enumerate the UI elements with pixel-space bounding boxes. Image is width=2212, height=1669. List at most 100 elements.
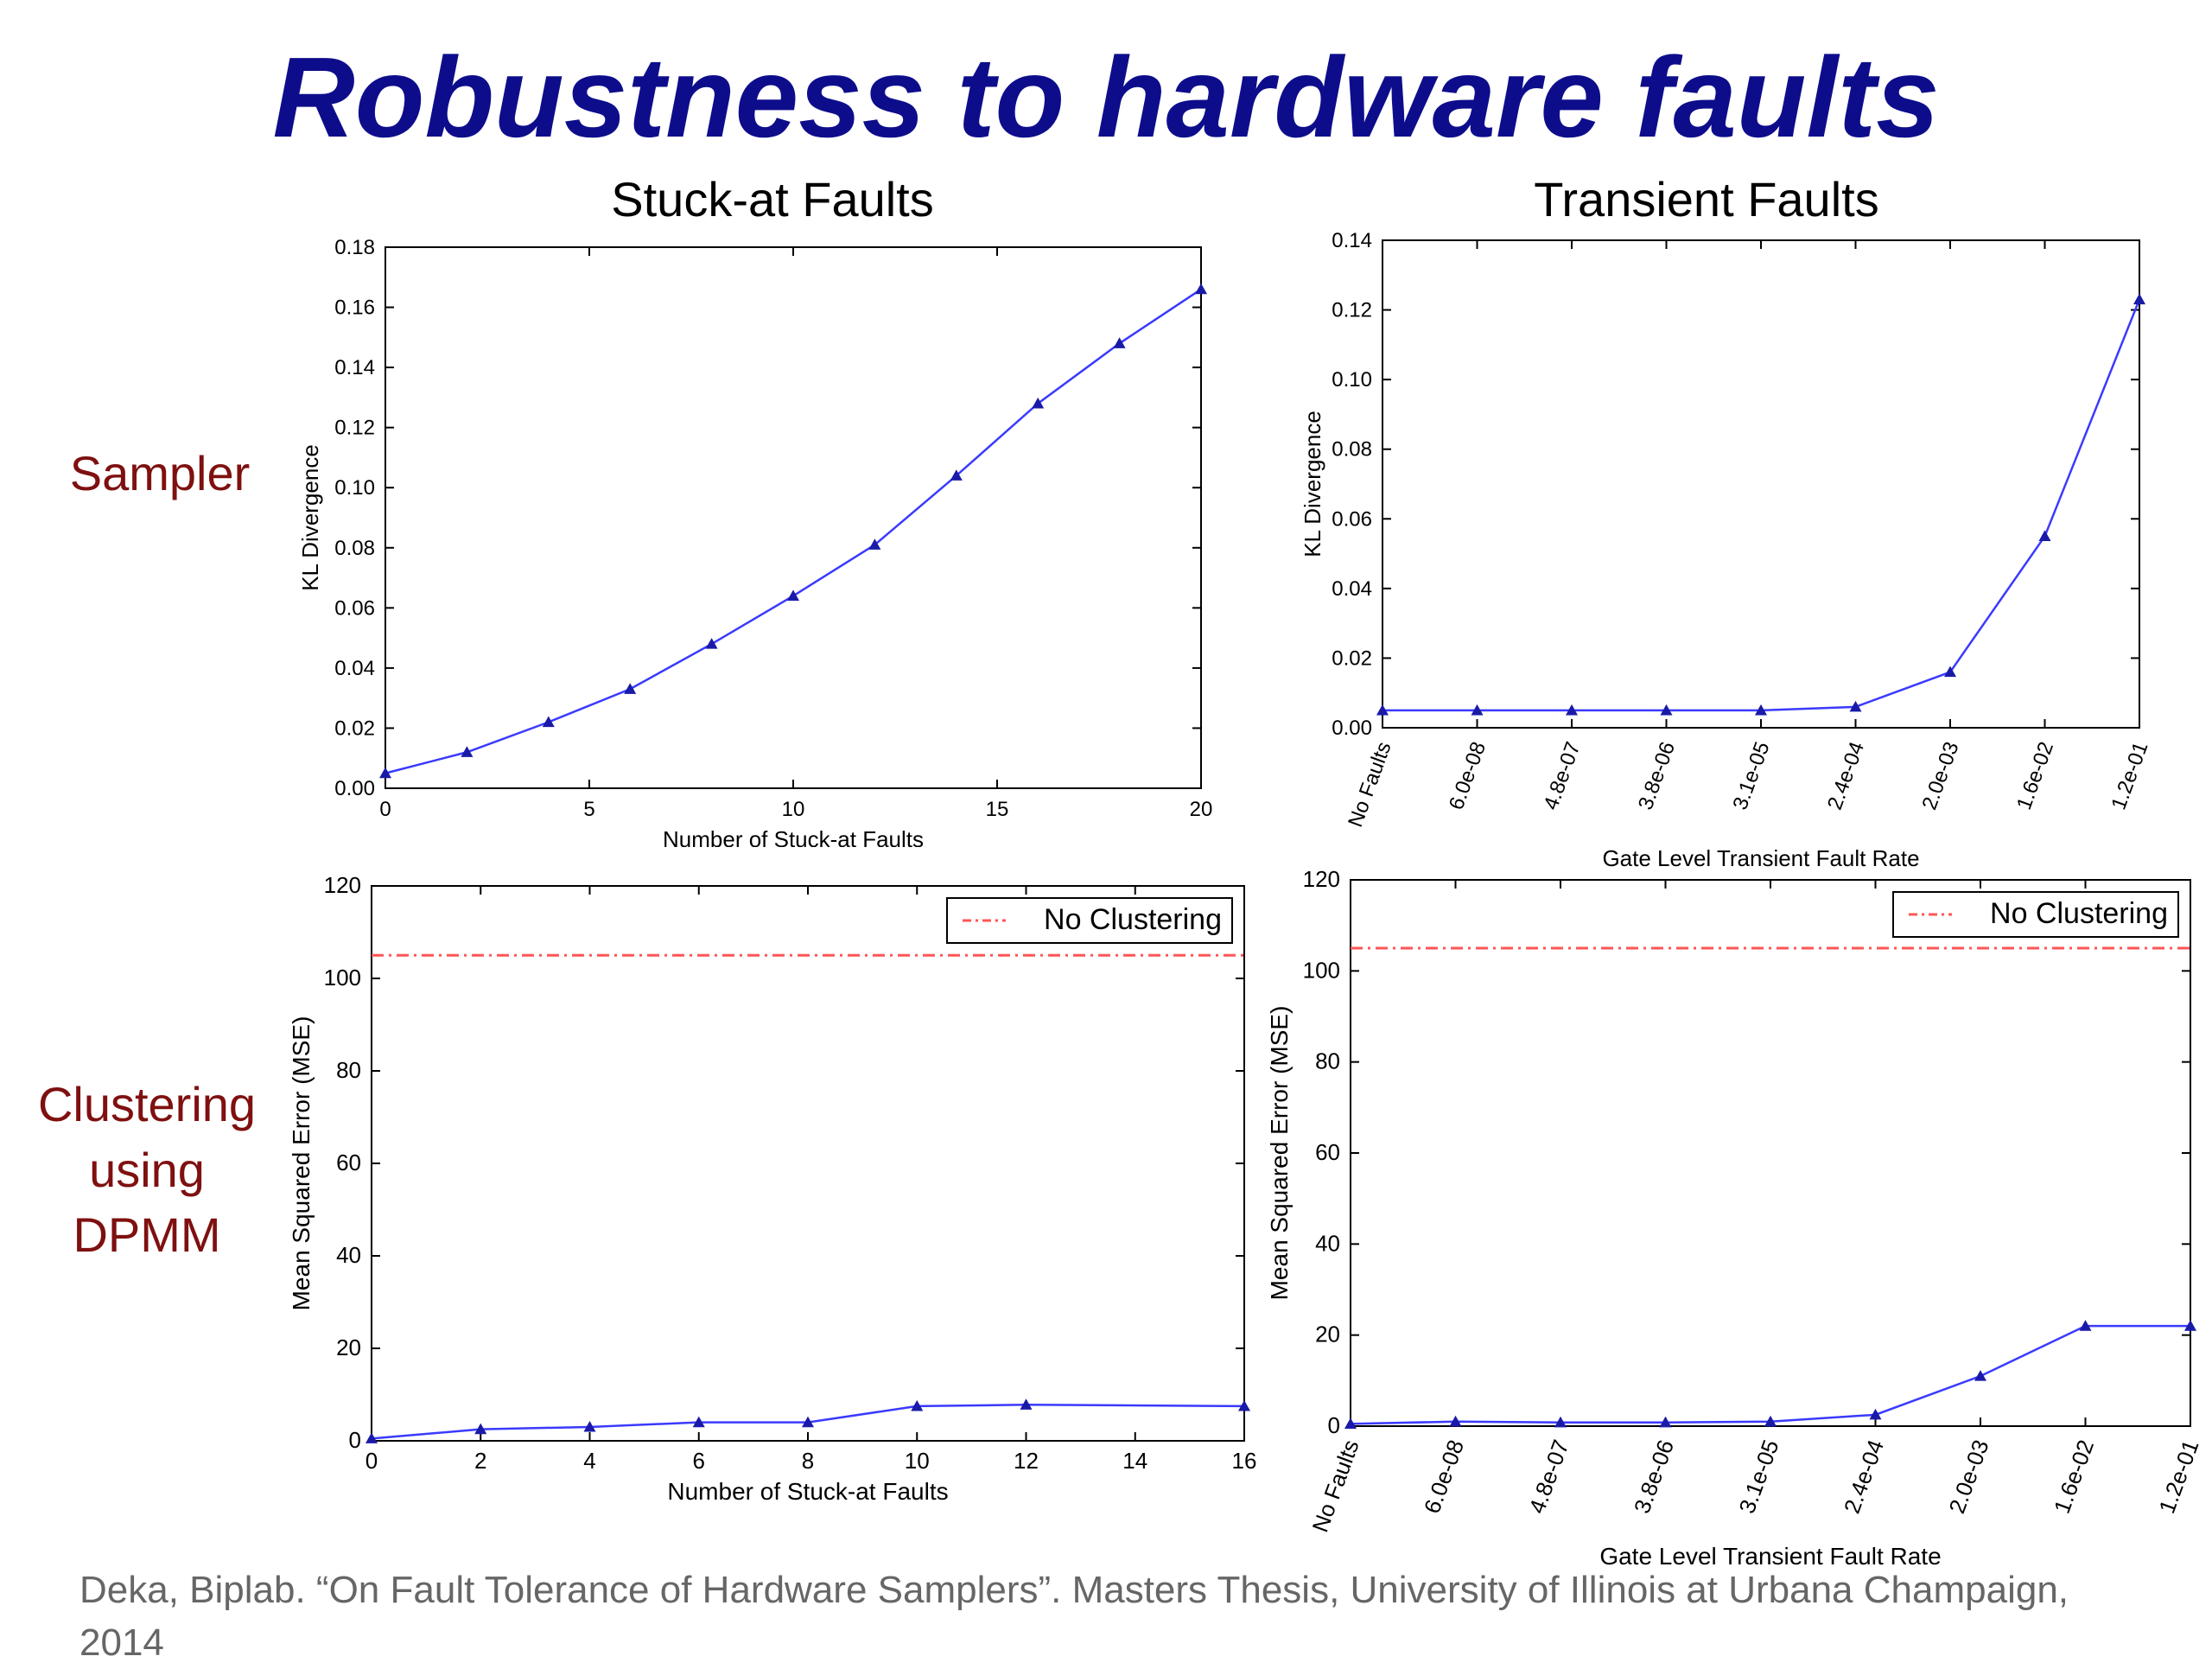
y-tick-label: 0.00: [334, 777, 375, 800]
y-tick-label: 0.14: [334, 356, 375, 379]
x-tick-label: 8: [802, 1448, 814, 1474]
x-tick-label: 4: [583, 1448, 595, 1474]
data-point: [1032, 397, 1045, 409]
x-tick-label: 0: [365, 1448, 378, 1474]
y-tick-label: 0: [349, 1427, 361, 1453]
y-tick-label: 60: [1315, 1139, 1340, 1165]
chart-title-stuck-at: Stuck-at Faults: [611, 172, 934, 226]
plot-frame: [385, 246, 1202, 789]
x-tick-label: 14: [1122, 1448, 1147, 1474]
x-tick-label: 5: [583, 798, 594, 821]
data-point: [379, 767, 391, 779]
chart-mse-stuck-at: 0 20 40 60 80 100 120 0 2 4 6 8 10 12 14 16 Number of St…: [288, 872, 1257, 1505]
data-point: [692, 1416, 705, 1428]
chart-mse-transient: 0 20 40 60 80 100 120 No Faults 6.0e-08 4.8e-07 3.…: [1266, 866, 2204, 1570]
chart-title-transient: Transient Faults: [1534, 172, 1879, 226]
data-point: [474, 1423, 487, 1435]
data-point: [950, 469, 963, 481]
data-point: [1660, 704, 1673, 716]
y-tick-label: 0.08: [1332, 438, 1372, 462]
x-tick-label: 4.8e-07: [1539, 739, 1585, 813]
x-tick-label: 0: [379, 798, 391, 821]
x-axis-label: Gate Level Transient Fault Rate: [1599, 1543, 1941, 1570]
series-line: [1350, 1324, 2190, 1425]
data-point: [1944, 666, 1956, 678]
chart-kl-stuck-at: 0.00 0.02 0.04 0.06 0.08 0.10 0.12 0.14 0.16 0.18…: [297, 236, 1212, 847]
y-tick-label: 100: [1303, 957, 1340, 983]
data-point: [2038, 530, 2051, 542]
y-tick-label: 80: [1315, 1048, 1340, 1074]
data-point: [1195, 283, 1207, 295]
y-axis-label: Mean Squared Error (MSE): [288, 1016, 315, 1311]
data-point: [583, 1420, 596, 1432]
data-point: [1471, 704, 1484, 716]
x-tick-label: 2.4e-04: [1823, 739, 1869, 813]
y-tick-label: 0.06: [1332, 507, 1372, 531]
x-tick-label: 2: [474, 1448, 486, 1474]
slide-title: Robustness to hardware faults: [272, 34, 1940, 161]
data-point: [705, 638, 718, 649]
y-tick-label: 40: [336, 1242, 361, 1268]
row-label-clustering: Clustering using DPMM: [37, 1077, 257, 1263]
data-point: [911, 1399, 924, 1411]
chart-kl-transient: 0.00 0.02 0.04 0.06 0.08 0.10 0.12 0.14 No Fault…: [1300, 229, 2153, 871]
data-point: [1849, 700, 1862, 712]
x-tick-label: 1.6e-02: [2049, 1436, 2099, 1517]
y-tick-label: 0.12: [1332, 299, 1372, 322]
legend-box: [946, 897, 1233, 944]
y-tick-label: 0.06: [334, 596, 375, 620]
x-tick-label: 16: [1232, 1448, 1257, 1474]
y-tick-label: 0.10: [334, 476, 375, 500]
y-tick-label: 20: [336, 1335, 361, 1360]
data-point: [365, 1432, 378, 1443]
data-point: [1238, 1399, 1250, 1411]
data-point: [1449, 1415, 1462, 1427]
series-line: [1382, 299, 2141, 712]
y-tick-label: 0.16: [334, 296, 375, 320]
data-point: [787, 589, 799, 602]
data-point: [2133, 293, 2145, 305]
row-label-sampler: Sampler: [69, 446, 251, 500]
x-tick-label: 2.0e-03: [1917, 739, 1963, 813]
y-tick-label: 0.04: [334, 657, 375, 680]
data-point: [1566, 704, 1578, 716]
x-tick-label: No Faults: [1306, 1436, 1363, 1536]
legend-label: No Clustering: [1990, 897, 2168, 930]
data-point: [461, 746, 474, 757]
y-tick-label: 0.14: [1332, 229, 1372, 252]
y-tick-label: 0.12: [334, 417, 375, 440]
y-tick-label: 60: [336, 1150, 361, 1175]
legend-box: [1892, 891, 2179, 938]
data-point: [1113, 337, 1126, 348]
citation: Deka, Biplab. “On Fault Tolerance of Har…: [79, 1569, 2069, 1664]
data-point: [542, 716, 555, 728]
y-axis-label: KL Divergence: [1300, 411, 1325, 557]
y-tick-label: 0.00: [1332, 717, 1372, 740]
x-tick-label: 2.0e-03: [1943, 1436, 1993, 1517]
data-point: [1755, 704, 1767, 716]
y-axis-label: Mean Squared Error (MSE): [1266, 1006, 1293, 1301]
y-tick-label: 120: [324, 872, 361, 898]
x-tick-label: 10: [905, 1448, 930, 1474]
x-tick-label: 3.1e-05: [1728, 739, 1774, 813]
x-tick-label: 15: [986, 798, 1009, 821]
x-tick-label: 2.4e-04: [1839, 1436, 1889, 1517]
series-line: [371, 1404, 1245, 1440]
x-tick-label: 3.8e-06: [1629, 1436, 1679, 1517]
series-line: [385, 288, 1202, 774]
x-tick-label: 1.6e-02: [2012, 739, 2058, 813]
y-tick-label: 40: [1315, 1230, 1340, 1256]
x-tick-label: 6: [693, 1448, 705, 1474]
data-point: [868, 538, 881, 550]
y-tick-label: 0.08: [334, 537, 375, 560]
data-point: [2079, 1320, 2092, 1331]
y-axis-label: KL Divergence: [297, 444, 323, 591]
y-tick-label: 0.10: [1332, 368, 1372, 392]
plot-frame: [1382, 239, 2140, 729]
x-axis-label: Number of Stuck-at Faults: [663, 826, 924, 847]
x-tick-label: 4.8e-07: [1523, 1436, 1573, 1517]
data-point: [624, 683, 637, 694]
x-tick-label: 12: [1014, 1448, 1039, 1474]
plot-frame: [371, 885, 1245, 1442]
y-tick-label: 0.02: [334, 717, 375, 740]
